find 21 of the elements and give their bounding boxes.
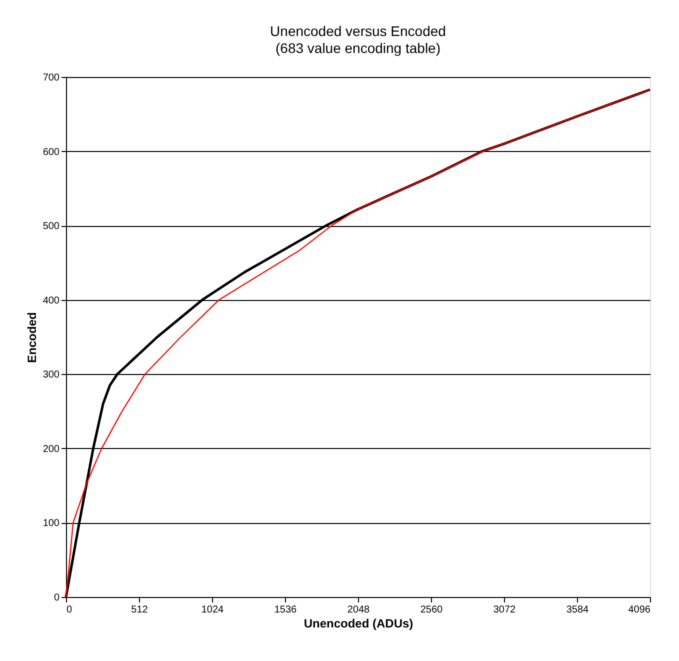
x-tick-label: 2048	[347, 604, 370, 616]
x-tick-label: 4096	[628, 604, 651, 616]
x-tick-label: 512	[131, 604, 148, 616]
x-tick-label: 3072	[493, 604, 516, 616]
y-tick-label: 700	[42, 72, 60, 84]
y-tick-label: 0	[54, 592, 60, 604]
chart-title: Unencoded versus Encoded	[270, 23, 446, 39]
x-tick-label: 2560	[420, 604, 444, 616]
chart-subtitle: (683 value encoding table)	[275, 40, 441, 56]
y-tick-label: 300	[42, 370, 60, 381]
y-tick-label: 200	[42, 444, 60, 455]
y-tick-label: 500	[42, 221, 60, 232]
x-tick-label: 1024	[201, 604, 224, 616]
y-tick-label: 100	[42, 518, 60, 530]
y-axis-title: Encoded	[24, 312, 39, 363]
x-tick-label: 3584	[566, 604, 590, 616]
y-tick-label: 400	[42, 295, 60, 306]
x-axis-title: Unencoded (ADUs)	[304, 616, 414, 630]
y-tick-label: 600	[42, 146, 60, 158]
x-tick-label: 0	[66, 604, 72, 616]
x-tick-label: 1536	[274, 604, 298, 616]
